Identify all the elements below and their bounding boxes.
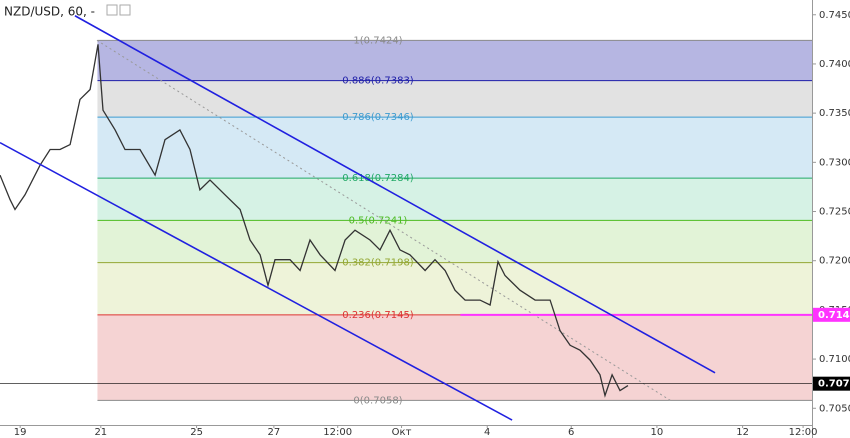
fib-level-label: 0.886(0.7383) [342,76,414,87]
fib-band [97,117,813,179]
x-tick-label: 25 [190,427,203,438]
toolbar-icon[interactable] [119,4,131,16]
price-line [0,44,629,398]
x-tick-label: 12 [736,427,749,438]
fib-band [97,40,813,81]
x-tick-label: 27 [267,427,280,438]
plot-layer: 1(0.7424) 0.886(0.7383) 0.786(0.7346) 0.618… [0,15,813,421]
fib-level-label: 1(0.7424) [353,35,402,46]
fib-band [97,178,813,221]
x-tick-label: 4 [484,427,490,438]
fib-level-label: 0.5(0.7241) [349,215,408,226]
fib-level-label: 0(0.7058) [353,395,402,406]
x-tick-label: 12:00 [789,427,818,438]
price-label-box [813,307,850,322]
x-tick-label: Окт [392,427,412,438]
x-tick-label: 21 [94,427,107,438]
fib-level-label: 0.236(0.7145) [342,310,414,321]
channel-line [0,141,513,421]
fib-level-label: 0.786(0.7346) [342,112,414,123]
x-tick-label: 19 [14,427,27,438]
price-label: 0.7075 [818,379,850,390]
x-tick-label: 12:00 [323,427,352,438]
x-tick-label: 6 [568,427,574,438]
fib-band [97,80,813,118]
x-tick-label: 10 [651,427,664,438]
price-label: 0.7145 [818,310,850,321]
fib-level-label: 0.382(0.7198) [342,258,414,269]
toolbar-icon[interactable] [106,4,118,16]
fib-level-label: 0.618(0.7284) [342,173,414,184]
fib-band [97,314,813,401]
channel-line [74,15,716,374]
chart-title: NZD/USD, 60, - [4,5,95,19]
price-label-box [813,376,850,391]
